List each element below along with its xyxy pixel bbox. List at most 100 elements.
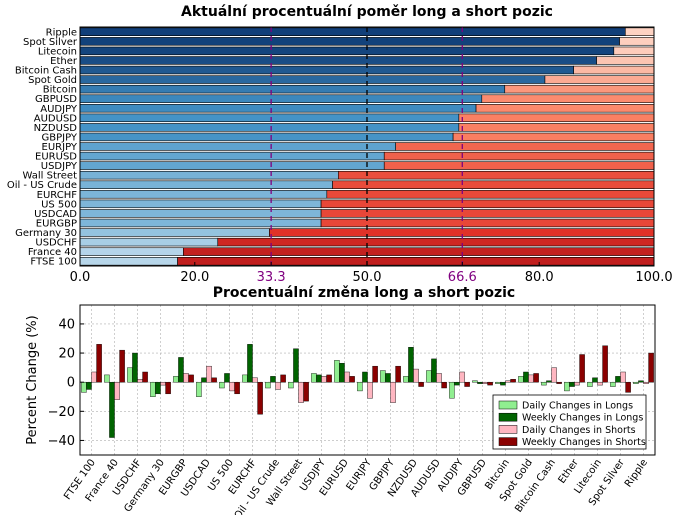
change-bar [385, 373, 391, 383]
short-bar [320, 199, 655, 209]
change-bar [464, 381, 470, 387]
change-bar [648, 352, 654, 383]
change-bar [390, 381, 396, 403]
category-label: EURUSD [35, 152, 77, 163]
change-bar [211, 377, 217, 383]
long-bar [79, 27, 626, 36]
change-bar [597, 381, 603, 386]
change-bar [321, 376, 327, 383]
category-label: Oil - US Crude [7, 180, 77, 191]
change-bar [551, 367, 557, 383]
short-bar [337, 170, 655, 180]
long-bar [79, 218, 322, 228]
change-bar [165, 381, 171, 395]
change-bar [349, 376, 355, 383]
change-bar [518, 376, 524, 383]
change-bar [219, 381, 225, 389]
change-bar [224, 373, 230, 383]
short-bar [481, 94, 655, 103]
change-bar [418, 381, 424, 387]
category-label: NZDUSD [34, 123, 78, 134]
change-bar [247, 344, 253, 383]
y-tick-label: 20 [58, 347, 75, 362]
long-bar [79, 199, 322, 209]
change-bar [592, 377, 598, 383]
change-bar [528, 374, 534, 383]
change-bar [155, 381, 161, 395]
change-bar [201, 377, 207, 383]
change-bar [339, 363, 345, 383]
change-bar [403, 376, 409, 383]
change-bar [533, 373, 539, 383]
change-bar [160, 381, 166, 386]
change-bar [252, 377, 258, 383]
category-label: USDCHF [35, 238, 77, 249]
category-label: Bitcoin Cash [15, 66, 77, 77]
change-bar [119, 349, 125, 383]
chart1-title: Aktuální procentuální poměr long a short… [181, 4, 553, 20]
short-bar [458, 123, 655, 132]
change-bar [643, 381, 649, 384]
change-bar [173, 376, 179, 383]
chart1-reference-lines [270, 27, 463, 266]
long-bar [79, 151, 385, 161]
long-bar [79, 257, 178, 266]
short-bar [624, 27, 655, 36]
legend-label: Weekly Changes in Shorts [522, 437, 646, 448]
change-bar [510, 379, 516, 383]
change-bar [459, 371, 465, 383]
long-bar [79, 104, 477, 113]
change-bar [487, 381, 493, 386]
change-bar [372, 365, 378, 383]
change-bar [242, 374, 248, 383]
category-label: Ether [50, 56, 78, 67]
change-bar [265, 381, 271, 389]
change-bar [523, 371, 529, 383]
change-bar [615, 376, 621, 383]
change-bar [206, 365, 212, 383]
chart2-y-ticks: −40 −20 0 20 40 [48, 317, 84, 449]
change-bar [137, 379, 143, 383]
chart2-bars [81, 344, 654, 438]
long-bar [79, 37, 620, 46]
x-tick-label: 80.0 [525, 270, 554, 285]
change-bar [229, 381, 235, 392]
category-label: USDCAD [34, 209, 77, 220]
short-bar [177, 257, 655, 266]
x-tick-label: 20.0 [180, 270, 209, 285]
change-bar [275, 381, 281, 390]
category-label: Germany 30 [15, 228, 77, 239]
long-bar [79, 170, 339, 180]
chart1-x-ticks: 0.0 20.0 33.3 50.0 66.6 80.0 100.0 [70, 262, 673, 285]
change-bar [579, 354, 585, 383]
legend-swatch [498, 412, 518, 422]
change-bar [602, 345, 608, 383]
x-tick-label: 100.0 [635, 270, 672, 285]
short-bar [183, 247, 655, 256]
change-bar [610, 381, 616, 387]
y-tick-label: −40 [48, 434, 75, 449]
legend-swatch [498, 425, 518, 434]
change-bar [587, 381, 593, 387]
short-bar [504, 84, 655, 94]
long-bar [79, 75, 546, 84]
change-bar [234, 381, 240, 395]
change-bar [431, 358, 437, 383]
chart1-bars [79, 27, 655, 266]
change-bar [142, 371, 148, 383]
change-bar [280, 374, 286, 383]
change-bar [546, 380, 552, 383]
change-bar [472, 380, 478, 383]
change-bar [178, 357, 184, 383]
change-bar [196, 381, 202, 397]
change-bar [293, 348, 299, 383]
change-bar [395, 365, 401, 383]
change-bar [311, 373, 317, 383]
change-bar [454, 381, 460, 386]
category-label: GBPJPY [41, 132, 77, 143]
change-bar [362, 371, 368, 383]
short-bar [619, 37, 655, 46]
category-label: EURGBP [36, 218, 77, 229]
